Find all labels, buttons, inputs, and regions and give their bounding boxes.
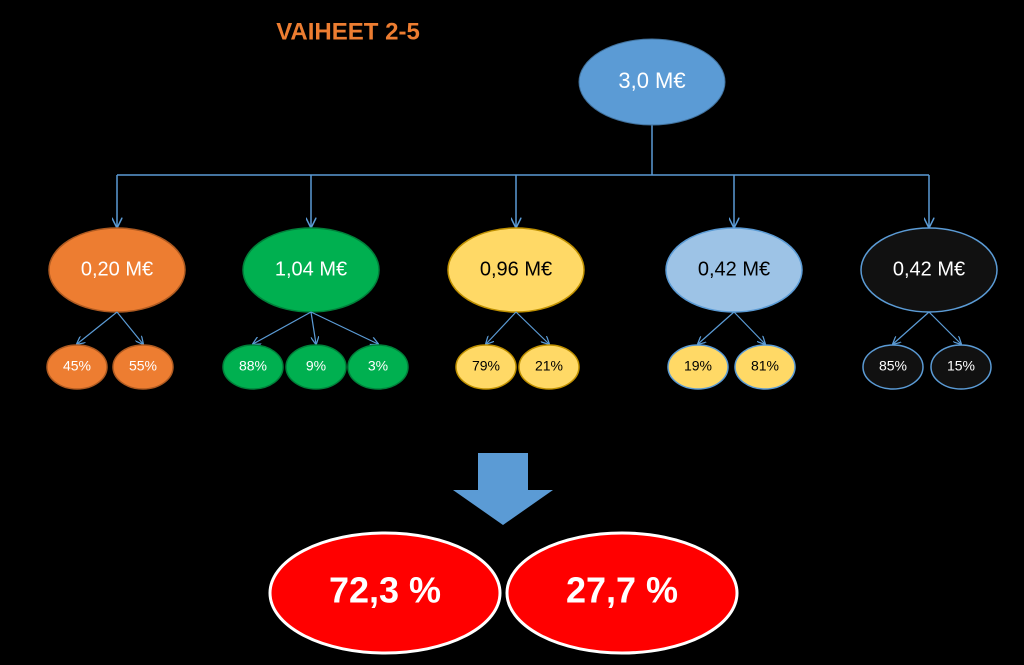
branch-label: 0,42 M€ [893, 258, 965, 280]
child-label: 15% [947, 358, 975, 374]
connector [486, 311, 517, 344]
child-label: 79% [472, 358, 500, 374]
child-node [862, 344, 924, 390]
child-node [112, 344, 174, 390]
result-label: 72,3 % [329, 570, 441, 611]
child-label: 9% [306, 358, 326, 374]
child-label: 55% [129, 358, 157, 374]
child-label: 81% [751, 358, 779, 374]
branch-label: 0,20 M€ [81, 258, 153, 280]
child-label: 19% [684, 358, 712, 374]
child-node [46, 344, 108, 390]
child-node [285, 344, 347, 390]
child-node [930, 344, 992, 390]
connector [77, 311, 118, 344]
connector [310, 311, 378, 344]
connector [928, 311, 961, 344]
child-node [518, 344, 580, 390]
connector [515, 311, 549, 344]
branch-label: 0,96 M€ [480, 258, 552, 280]
child-label: 85% [879, 358, 907, 374]
root-node [578, 38, 726, 126]
connector [310, 311, 316, 344]
result-label: 27,7 % [566, 570, 678, 611]
child-label: 88% [239, 358, 267, 374]
child-label: 21% [535, 358, 563, 374]
child-node [667, 344, 729, 390]
child-node [734, 344, 796, 390]
child-node [455, 344, 517, 390]
connector [893, 311, 930, 344]
connector [116, 311, 143, 344]
child-node [347, 344, 409, 390]
child-label: 3% [368, 358, 388, 374]
connector [698, 311, 735, 344]
title: VAIHEET 2-5 [276, 18, 420, 45]
result-node [505, 531, 739, 655]
branch-label: 0,42 M€ [698, 258, 770, 280]
root-label: 3,0 M€ [618, 68, 685, 93]
down-arrow [453, 453, 553, 525]
child-label: 45% [63, 358, 91, 374]
result-node [268, 531, 502, 655]
branch-label: 1,04 M€ [275, 258, 347, 280]
child-node [222, 344, 284, 390]
connector [253, 311, 312, 344]
connector [733, 311, 765, 344]
